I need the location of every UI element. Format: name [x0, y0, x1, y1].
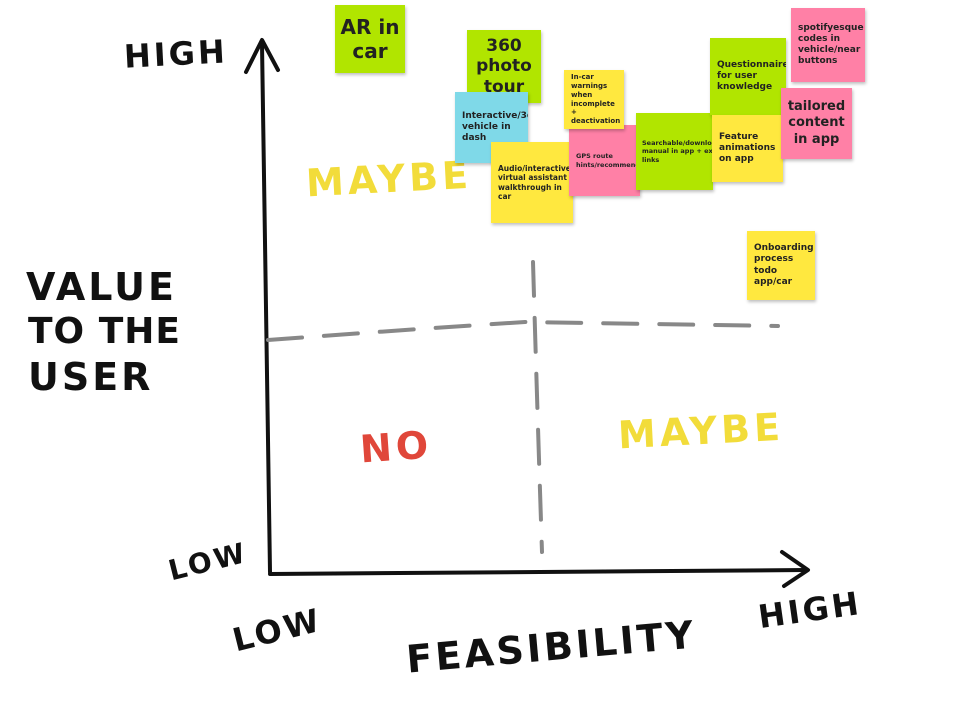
sticky-note[interactable]: Onboarding process todo app/car [747, 231, 815, 300]
sticky-note[interactable]: In-car warnings when incomplete + deacti… [564, 70, 624, 129]
sticky-note[interactable]: AR in car [335, 5, 405, 73]
y-axis-title-line-2: TO THE [28, 311, 181, 352]
y-axis-title-line-1: VALUE [26, 265, 177, 309]
y-axis-title-line-3: USER [28, 355, 154, 399]
sticky-note[interactable]: Audio/interactive virtual assistant walk… [491, 142, 573, 223]
y-axis-high-label: HIGH [123, 32, 229, 76]
sticky-note[interactable]: Feature animations on app [712, 115, 783, 182]
sticky-note[interactable]: Questionnaire for user knowledge [710, 38, 786, 115]
y-axis-line [260, 42, 272, 574]
y-axis-arrowhead [244, 38, 280, 74]
vertical-divider [531, 260, 544, 554]
sticky-note[interactable]: GPS route hints/recommends [569, 125, 640, 196]
horizontal-divider [266, 319, 780, 342]
x-axis-arrowhead [780, 550, 810, 588]
zone-label-bottom-right: MAYBE [616, 404, 786, 458]
x-axis-line [268, 568, 808, 576]
sticky-note[interactable]: 360 photo tour [467, 30, 541, 103]
sticky-note[interactable]: tailored content in app [781, 88, 852, 159]
zone-label-bottom-left: NO [358, 422, 434, 472]
zone-label-top-left: MAYBE [304, 152, 474, 206]
sticky-note[interactable]: spotifyesque codes in vehicle/near butto… [791, 8, 865, 82]
sticky-note[interactable]: Searchable/downloadable manual in app + … [636, 113, 713, 190]
